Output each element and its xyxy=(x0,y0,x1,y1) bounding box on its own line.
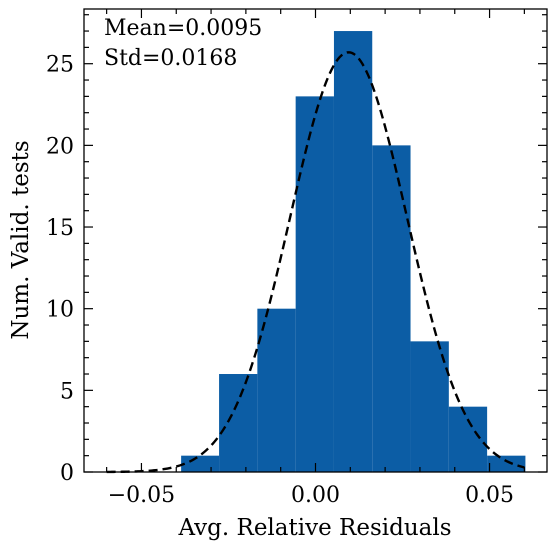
histogram-bar-3 xyxy=(296,96,334,472)
std-annotation: Std=0.0168 xyxy=(104,46,237,71)
x-axis-label: Avg. Relative Residuals xyxy=(177,515,451,541)
histogram-bar-1 xyxy=(219,374,257,472)
y-tick-label: 10 xyxy=(46,298,74,323)
y-tick-label: 0 xyxy=(60,461,74,486)
histogram-bars xyxy=(181,31,525,472)
y-tick-label: 20 xyxy=(46,134,74,159)
x-tick-label: −0.05 xyxy=(108,483,175,508)
x-tick-label: 0.00 xyxy=(291,483,340,508)
histogram-bar-2 xyxy=(257,309,295,472)
histogram-bar-5 xyxy=(372,145,410,472)
mean-annotation: Mean=0.0095 xyxy=(104,16,262,41)
y-axis-label: Num. Valid. tests xyxy=(8,140,34,339)
y-tick-label: 15 xyxy=(46,216,74,241)
y-tick-label: 5 xyxy=(60,379,74,404)
histogram-bar-4 xyxy=(334,31,372,472)
histogram-bar-0 xyxy=(181,456,219,472)
histogram-bar-7 xyxy=(449,407,487,472)
x-tick-label: 0.05 xyxy=(465,483,514,508)
histogram-bar-8 xyxy=(487,456,525,472)
y-tick-label: 25 xyxy=(46,53,74,78)
